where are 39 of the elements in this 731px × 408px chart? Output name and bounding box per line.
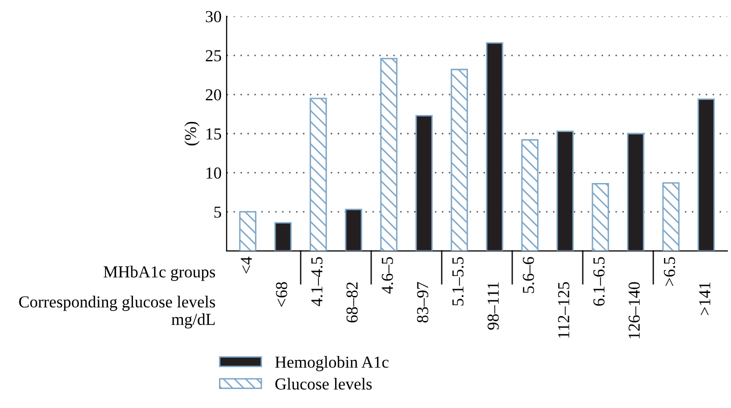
x-tick-label: 112–125 — [558, 282, 570, 338]
text: MHbA1c groups — [104, 266, 216, 281]
y-tick-label: 25 — [206, 50, 222, 62]
x-tick-label: >6.5 — [664, 257, 676, 286]
bar — [274, 222, 292, 251]
x-tick-label: 98–111 — [488, 282, 499, 330]
bar — [698, 98, 715, 251]
bar — [344, 208, 362, 251]
legend-label: Hemoglobin A1c — [275, 356, 389, 372]
x-tick-label: 6.1–6.5 — [593, 257, 605, 306]
x-tick-label: <4 — [240, 256, 252, 274]
text: Corresponding glucose levels mg/dL — [19, 296, 216, 328]
bar — [662, 182, 680, 251]
y-tick-label: 5 — [214, 206, 222, 218]
y-tick-label: 30 — [206, 11, 222, 22]
x-tick-label: <68 — [276, 282, 288, 307]
y-tick-label: 10 — [206, 167, 222, 179]
bar — [556, 130, 574, 251]
bar — [380, 58, 398, 251]
x-tick-label: 4.6–5 — [382, 257, 394, 294]
bar — [415, 114, 433, 251]
x-tick-label: 5.1–5.5 — [452, 257, 464, 306]
bar — [310, 98, 327, 251]
x-tick-label: 5.6–6 — [522, 256, 534, 294]
y-axis-title: (%) — [184, 122, 200, 146]
bar — [592, 182, 610, 251]
x-tick-label: 68–82 — [346, 282, 358, 322]
x-tick-label: >141 — [699, 282, 710, 316]
y-tick-label: 20 — [206, 89, 222, 100]
x-tick-label: 4.1–4.5 — [311, 257, 323, 306]
bar — [450, 68, 468, 251]
x-tick-label: 126–140 — [628, 282, 640, 338]
legend-label: Glucose levels — [275, 378, 372, 390]
bar — [486, 42, 504, 251]
bar — [627, 132, 644, 251]
y-tick-label: 15 — [206, 128, 222, 140]
bar — [239, 211, 256, 251]
x-tick-label: 83–97 — [417, 282, 428, 323]
bar — [521, 139, 538, 251]
